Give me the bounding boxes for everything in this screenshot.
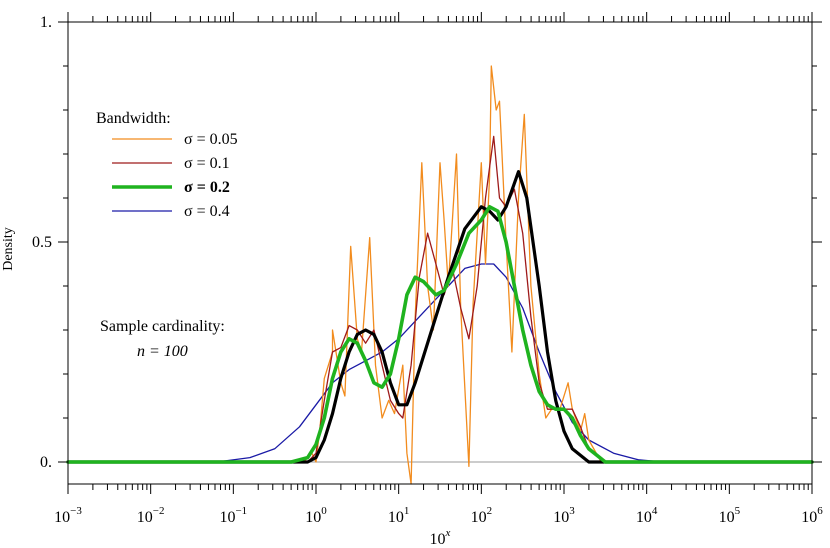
y-tick-label: 0.5 [32, 234, 52, 251]
x-tick-label-exponent: 2 [487, 505, 493, 517]
x-tick-label-exponent: −3 [70, 505, 82, 517]
x-tick-label-base: 10 [801, 509, 817, 526]
x-tick-label-exponent: 5 [735, 505, 741, 517]
x-tick-label: 10−3 [54, 505, 82, 526]
legend-label: σ = 0.05 [184, 131, 238, 148]
x-tick-label-base: 10 [54, 509, 70, 526]
y-tick-label: 0. [40, 454, 52, 471]
y-tick-label: 1. [40, 14, 52, 31]
x-tick-label: 100 [305, 505, 327, 526]
x-tick-label: 103 [553, 505, 575, 526]
x-tick-label-exponent: 6 [817, 505, 823, 517]
x-tick-label: 10−1 [219, 505, 247, 526]
legend-label: σ = 0.4 [184, 203, 230, 220]
x-tick-label-base: 10 [137, 509, 153, 526]
x-tick-label-base: 10 [636, 509, 652, 526]
x-tick-label-exponent: 4 [652, 505, 658, 517]
legend: Bandwidth: σ = 0.05 σ = 0.1 σ = 0.2 σ = 0.4 [96, 110, 238, 220]
x-tick-label-base: 10 [305, 509, 321, 526]
legend-title: Bandwidth: [96, 110, 171, 127]
x-axis-label: 10x [430, 527, 451, 548]
sample-size-label: n = 100 [137, 343, 188, 360]
x-tick-label: 101 [388, 505, 410, 526]
sample-annotation: Sample cardinality: n = 100 [100, 318, 225, 360]
x-tick-label-base: 10 [553, 509, 569, 526]
legend-label: σ = 0.2 [184, 179, 230, 196]
x-tick-label: 106 [801, 505, 823, 526]
series-line-1 [67, 65, 813, 485]
x-tick-label-exponent: −2 [153, 505, 165, 517]
x-tick-label-exponent: 1 [404, 505, 410, 517]
x-tick-label-exponent: −1 [235, 505, 247, 517]
series-line-0 [66, 170, 814, 464]
tick-marks-group [58, 12, 822, 494]
x-tick-label-base: 10 [719, 509, 735, 526]
series-line-3 [66, 205, 814, 464]
y-axis-label: Density [1, 227, 16, 271]
plot-frame [67, 21, 813, 485]
x-tick-label-base: 10 [388, 509, 404, 526]
x-tick-label: 10−2 [137, 505, 165, 526]
x-tick-label: 104 [636, 505, 658, 526]
x-tick-label: 102 [471, 505, 493, 526]
legend-label: σ = 0.1 [184, 155, 230, 172]
x-axis-label-base: 10 [430, 531, 446, 548]
x-tick-label-exponent: 3 [569, 505, 575, 517]
x-tick-label: 105 [719, 505, 741, 526]
x-tick-label-base: 10 [471, 509, 487, 526]
x-axis-label-exponent: x [445, 527, 451, 539]
x-tick-label-base: 10 [219, 509, 235, 526]
sample-cardinality-label: Sample cardinality: [100, 318, 225, 335]
x-tick-label-exponent: 0 [321, 505, 327, 517]
series-group [66, 65, 814, 485]
